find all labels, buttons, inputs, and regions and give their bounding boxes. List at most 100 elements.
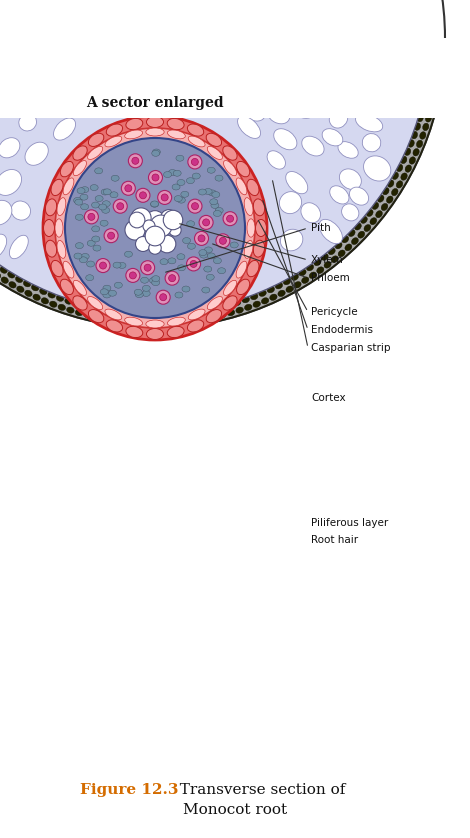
- Ellipse shape: [111, 175, 119, 181]
- Ellipse shape: [278, 290, 285, 297]
- Circle shape: [93, 641, 217, 765]
- Ellipse shape: [236, 162, 250, 177]
- Ellipse shape: [174, 319, 181, 325]
- Ellipse shape: [9, 235, 28, 259]
- Ellipse shape: [360, 216, 368, 224]
- Ellipse shape: [396, 164, 403, 172]
- Circle shape: [191, 158, 198, 165]
- Text: Pith: Pith: [313, 719, 333, 729]
- Ellipse shape: [103, 292, 111, 298]
- Circle shape: [0, 0, 445, 328]
- Ellipse shape: [201, 316, 208, 322]
- Ellipse shape: [16, 277, 23, 282]
- Ellipse shape: [339, 169, 361, 189]
- Ellipse shape: [352, 238, 358, 245]
- Text: Piliferous layer: Piliferous layer: [311, 518, 388, 528]
- Text: Transverse section of: Transverse section of: [170, 783, 345, 797]
- Ellipse shape: [247, 179, 259, 195]
- Ellipse shape: [286, 286, 293, 292]
- Ellipse shape: [34, 133, 57, 157]
- Text: Cortex: Cortex: [313, 685, 348, 695]
- Ellipse shape: [33, 294, 40, 300]
- Ellipse shape: [294, 282, 301, 288]
- Ellipse shape: [347, 146, 374, 171]
- Ellipse shape: [207, 168, 215, 173]
- Ellipse shape: [425, 115, 431, 122]
- Ellipse shape: [416, 140, 423, 147]
- Ellipse shape: [28, 107, 46, 125]
- Text: Ground plan: Ground plan: [106, 819, 204, 832]
- Ellipse shape: [51, 261, 63, 277]
- Text: Endodermis: Endodermis: [311, 325, 373, 335]
- Ellipse shape: [135, 292, 143, 297]
- Ellipse shape: [124, 688, 133, 700]
- Ellipse shape: [202, 287, 210, 293]
- Ellipse shape: [387, 180, 394, 187]
- Circle shape: [195, 231, 209, 246]
- Ellipse shape: [176, 155, 184, 161]
- Circle shape: [149, 170, 163, 184]
- Ellipse shape: [207, 147, 222, 159]
- Ellipse shape: [234, 299, 241, 306]
- Circle shape: [0, 0, 430, 313]
- Ellipse shape: [124, 706, 133, 717]
- Ellipse shape: [166, 675, 177, 685]
- Ellipse shape: [258, 98, 281, 118]
- Ellipse shape: [275, 161, 297, 183]
- Ellipse shape: [80, 204, 88, 210]
- Ellipse shape: [0, 266, 8, 273]
- Circle shape: [125, 220, 145, 240]
- Circle shape: [104, 229, 118, 243]
- Ellipse shape: [41, 297, 48, 304]
- Circle shape: [85, 210, 98, 224]
- Ellipse shape: [167, 326, 184, 338]
- Ellipse shape: [314, 259, 321, 266]
- Ellipse shape: [301, 203, 321, 223]
- Ellipse shape: [92, 202, 100, 208]
- Ellipse shape: [198, 189, 206, 195]
- Ellipse shape: [227, 309, 235, 316]
- Circle shape: [169, 275, 176, 282]
- Ellipse shape: [327, 191, 344, 208]
- Ellipse shape: [297, 121, 321, 144]
- Ellipse shape: [291, 274, 298, 281]
- Ellipse shape: [338, 250, 345, 256]
- Ellipse shape: [317, 266, 324, 273]
- Ellipse shape: [187, 87, 210, 111]
- Ellipse shape: [126, 311, 134, 317]
- Ellipse shape: [282, 91, 306, 113]
- Ellipse shape: [324, 261, 331, 268]
- Ellipse shape: [204, 247, 212, 253]
- Ellipse shape: [180, 310, 188, 317]
- Ellipse shape: [0, 109, 22, 130]
- Ellipse shape: [0, 187, 24, 212]
- Circle shape: [227, 215, 234, 222]
- Ellipse shape: [80, 194, 88, 200]
- Ellipse shape: [17, 286, 24, 292]
- Circle shape: [128, 154, 142, 168]
- Ellipse shape: [109, 308, 116, 315]
- Circle shape: [113, 199, 127, 213]
- Ellipse shape: [103, 285, 111, 291]
- Ellipse shape: [67, 307, 74, 313]
- Ellipse shape: [0, 137, 20, 158]
- Circle shape: [125, 185, 132, 192]
- Ellipse shape: [354, 223, 361, 230]
- Ellipse shape: [200, 252, 208, 258]
- Ellipse shape: [392, 189, 398, 196]
- Ellipse shape: [163, 312, 170, 318]
- Ellipse shape: [207, 253, 215, 259]
- Circle shape: [165, 272, 179, 285]
- Ellipse shape: [381, 204, 388, 210]
- Text: Figure 12.3: Figure 12.3: [80, 783, 179, 797]
- Circle shape: [0, 0, 445, 328]
- Ellipse shape: [189, 309, 197, 315]
- Ellipse shape: [88, 133, 104, 147]
- Ellipse shape: [258, 142, 276, 160]
- Text: Root hair: Root hair: [311, 535, 358, 545]
- Circle shape: [160, 293, 167, 301]
- Ellipse shape: [11, 201, 31, 220]
- Ellipse shape: [177, 197, 185, 203]
- Ellipse shape: [105, 309, 122, 320]
- Text: Monocot root: Monocot root: [183, 803, 287, 817]
